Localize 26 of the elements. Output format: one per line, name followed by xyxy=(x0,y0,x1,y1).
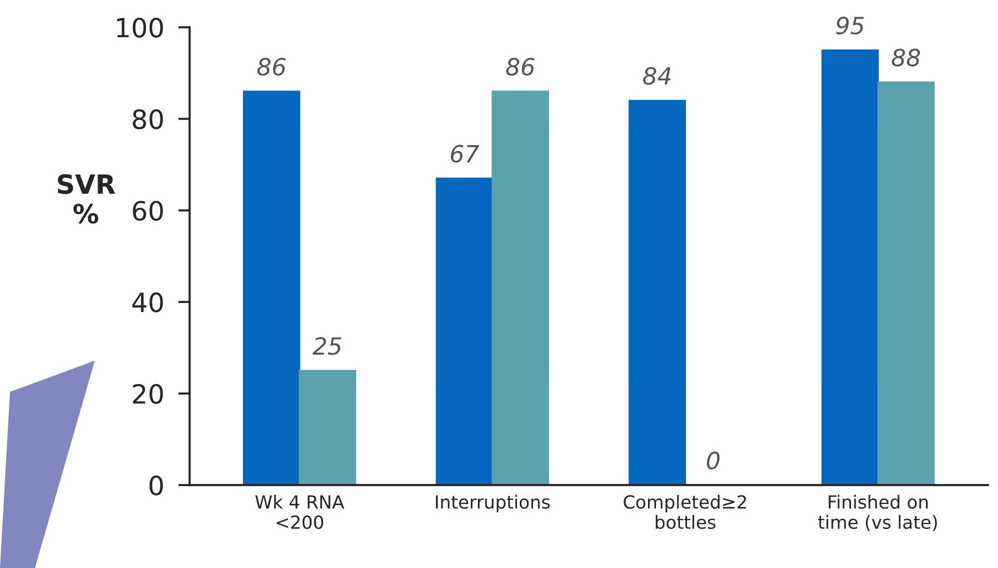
y-axis-title: SVR % xyxy=(58,174,116,224)
y-tick-label: 20 xyxy=(132,384,163,404)
x-tick-label: Finished on time (vs late) xyxy=(818,494,937,532)
bar xyxy=(298,370,356,486)
y-tick-label: 100 xyxy=(117,18,163,38)
y-tick-label: 40 xyxy=(132,292,163,312)
data-label: 86 xyxy=(506,58,534,76)
data-label: 67 xyxy=(450,144,480,163)
bar xyxy=(877,82,935,486)
bar xyxy=(821,49,879,486)
data-label: 88 xyxy=(892,48,920,67)
x-tick-label: Wk 4 RNA <200 xyxy=(255,494,344,529)
y-tick-label: 80 xyxy=(132,109,163,130)
x-tick-label: Completed≥2 bottles xyxy=(624,494,746,529)
data-label: 86 xyxy=(257,58,286,76)
data-label: 95 xyxy=(836,16,864,34)
data-label: 25 xyxy=(312,337,342,355)
bar xyxy=(242,90,300,486)
y-tick-label: 0 xyxy=(150,476,163,496)
data-label: 84 xyxy=(643,66,671,85)
data-label: 0 xyxy=(706,452,720,470)
x-tick-label: Interruptions xyxy=(436,494,550,512)
bar xyxy=(628,100,686,486)
bar xyxy=(492,90,550,486)
bar xyxy=(436,178,494,486)
y-tick-label: 60 xyxy=(132,200,163,221)
